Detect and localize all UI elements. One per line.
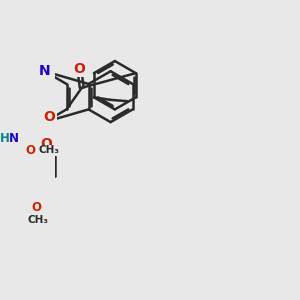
Text: H: H — [0, 132, 10, 145]
Text: O: O — [44, 110, 56, 124]
Text: CH₃: CH₃ — [38, 145, 59, 155]
Text: N: N — [9, 132, 19, 145]
Text: O: O — [73, 62, 85, 76]
Text: O: O — [25, 144, 35, 157]
Text: O: O — [40, 137, 52, 151]
Text: CH₃: CH₃ — [28, 215, 49, 225]
Text: O: O — [32, 201, 42, 214]
Text: N: N — [39, 64, 50, 78]
